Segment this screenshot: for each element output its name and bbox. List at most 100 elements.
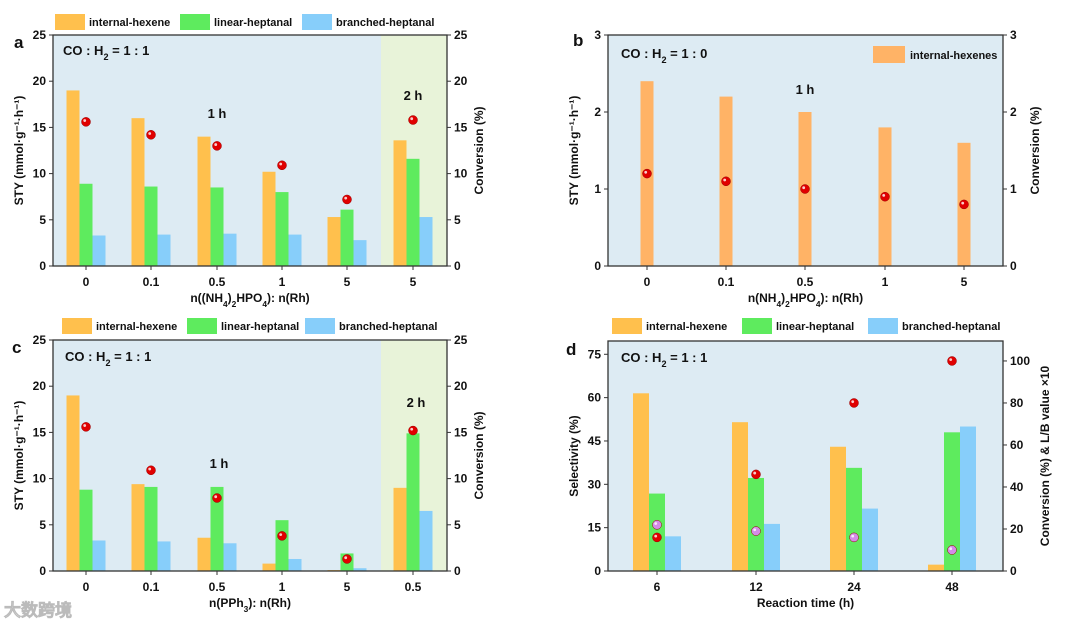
marker-highlight	[410, 117, 414, 121]
marker-highlight	[83, 119, 87, 122]
x-tick-label: 0.5	[209, 580, 226, 594]
conversion-marker	[81, 117, 91, 127]
legend-label: internal-hexenes	[910, 50, 997, 62]
x-tick-label: 0.1	[143, 580, 160, 594]
legend-swatch	[55, 14, 85, 30]
time-annotation: 2 h	[404, 88, 423, 103]
text-segment: ): n(Rh)	[821, 291, 864, 305]
conversion-marker	[277, 160, 287, 171]
y-tick-label: 0	[594, 564, 601, 578]
text-segment: HPO	[790, 291, 816, 305]
y-tick-label: 3	[594, 28, 601, 42]
watermark: 大数跨境	[4, 600, 72, 619]
y-tick-label: 75	[588, 347, 602, 361]
y2-tick-label: 80	[1010, 396, 1024, 410]
marker-highlight	[961, 201, 965, 205]
bar-internal-hexene	[262, 171, 276, 266]
y2-tick-label: 15	[454, 120, 468, 134]
marker-highlight	[851, 534, 855, 538]
bar-branched-heptanal	[419, 510, 433, 571]
bar-branched-heptanal	[288, 558, 302, 571]
bar-branched-heptanal	[223, 233, 237, 266]
y-tick-label: 25	[33, 28, 47, 42]
conversion-marker	[408, 115, 418, 125]
x-tick-label: 0	[83, 580, 90, 594]
legend-label: linear-heptanal	[776, 321, 854, 333]
y2-axis-label: Conversion (%)	[1028, 106, 1042, 194]
y2-tick-label: 10	[454, 167, 468, 181]
y2-tick-label: 15	[454, 425, 468, 439]
x-tick-label: 24	[847, 580, 861, 594]
y-tick-label: 5	[39, 518, 46, 532]
x-axis-label: n((NH4)2HPO4): n(Rh)	[190, 291, 309, 309]
conversion-marker	[849, 398, 859, 408]
y2-axis-label: Conversion (%) & L/B value ×10	[1038, 365, 1052, 546]
bar-branched-heptanal	[960, 426, 976, 571]
x-tick-label: 48	[945, 580, 959, 594]
gas-ratio-label: CO : H2 = 1 : 1	[65, 349, 151, 368]
y2-tick-label: 20	[454, 379, 468, 393]
legend-swatch	[612, 318, 642, 334]
text-segment: Reaction time (h)	[757, 596, 854, 610]
y2-tick-label: 3	[1010, 28, 1017, 42]
legend-swatch	[62, 318, 92, 334]
y2-tick-label: 2	[1010, 105, 1017, 119]
marker-highlight	[214, 143, 218, 146]
marker-highlight	[148, 132, 152, 135]
y-tick-label: 20	[33, 74, 47, 88]
y-tick-label: 5	[39, 213, 46, 227]
marker-highlight	[214, 495, 218, 499]
conversion-marker	[642, 168, 652, 179]
bar-linear-heptanal	[79, 489, 93, 571]
y-tick-label: 30	[588, 477, 602, 491]
x-tick-label: 5	[344, 580, 351, 594]
text-segment: ): n(Rh)	[248, 596, 291, 610]
bar-branched-heptanal	[862, 508, 878, 571]
time-annotation: 1 h	[208, 106, 227, 121]
legend-swatch	[305, 318, 335, 334]
x-tick-label: 0.5	[797, 275, 814, 289]
bar-branched-heptanal	[223, 543, 237, 571]
x-tick-label: 0.5	[209, 275, 226, 289]
bar-branched-heptanal	[157, 541, 171, 571]
lb-value-marker	[751, 526, 761, 536]
y-tick-label: 60	[588, 391, 602, 405]
text-segment: )	[228, 291, 232, 305]
y-tick-label: 45	[588, 434, 602, 448]
time-annotation: 2 h	[407, 395, 426, 410]
text-segment: ): n(Rh)	[267, 291, 310, 305]
bar-linear-heptanal	[944, 432, 960, 571]
panel-d: 0 15 30 45 60 75 0 20 40 60 80 100 6 12 24 48 Reaction t…	[566, 318, 1052, 610]
subscript: 2	[785, 299, 790, 309]
subscript: 2	[232, 299, 237, 309]
marker-highlight	[83, 424, 87, 427]
gas-ratio-label: CO : H2 = 1 : 1	[621, 350, 707, 369]
plot-background	[608, 341, 1003, 571]
conversion-marker	[146, 465, 156, 476]
text-segment: = 1 : 1	[667, 350, 708, 365]
text-segment: CO : H	[621, 46, 661, 61]
subscript: 2	[661, 55, 666, 65]
subscript: 4	[262, 299, 267, 309]
y-tick-label: 0	[39, 564, 46, 578]
bar-branched-heptanal	[353, 240, 367, 266]
y-axis-label: STY (mmol·g⁻¹·h⁻¹)	[567, 96, 581, 206]
legend-swatch	[873, 46, 905, 63]
x-tick-label: 1	[279, 580, 286, 594]
y2-tick-label: 100	[1010, 354, 1030, 368]
marker-highlight	[802, 186, 806, 190]
subscript: 2	[105, 358, 110, 368]
bar-linear-heptanal	[406, 158, 420, 266]
bar-linear-heptanal	[275, 520, 289, 571]
marker-highlight	[654, 534, 658, 538]
x-tick-label: 0.5	[405, 580, 422, 594]
text-segment: CO : H	[621, 350, 661, 365]
subscript: 2	[103, 52, 108, 62]
legend-label: linear-heptanal	[221, 321, 299, 333]
bar-internal-hexene	[131, 118, 145, 266]
legend-label: branched-heptanal	[339, 321, 437, 333]
x-tick-label: 0.1	[143, 275, 160, 289]
y-tick-label: 0	[39, 259, 46, 273]
x-tick-label: 0	[644, 275, 651, 289]
